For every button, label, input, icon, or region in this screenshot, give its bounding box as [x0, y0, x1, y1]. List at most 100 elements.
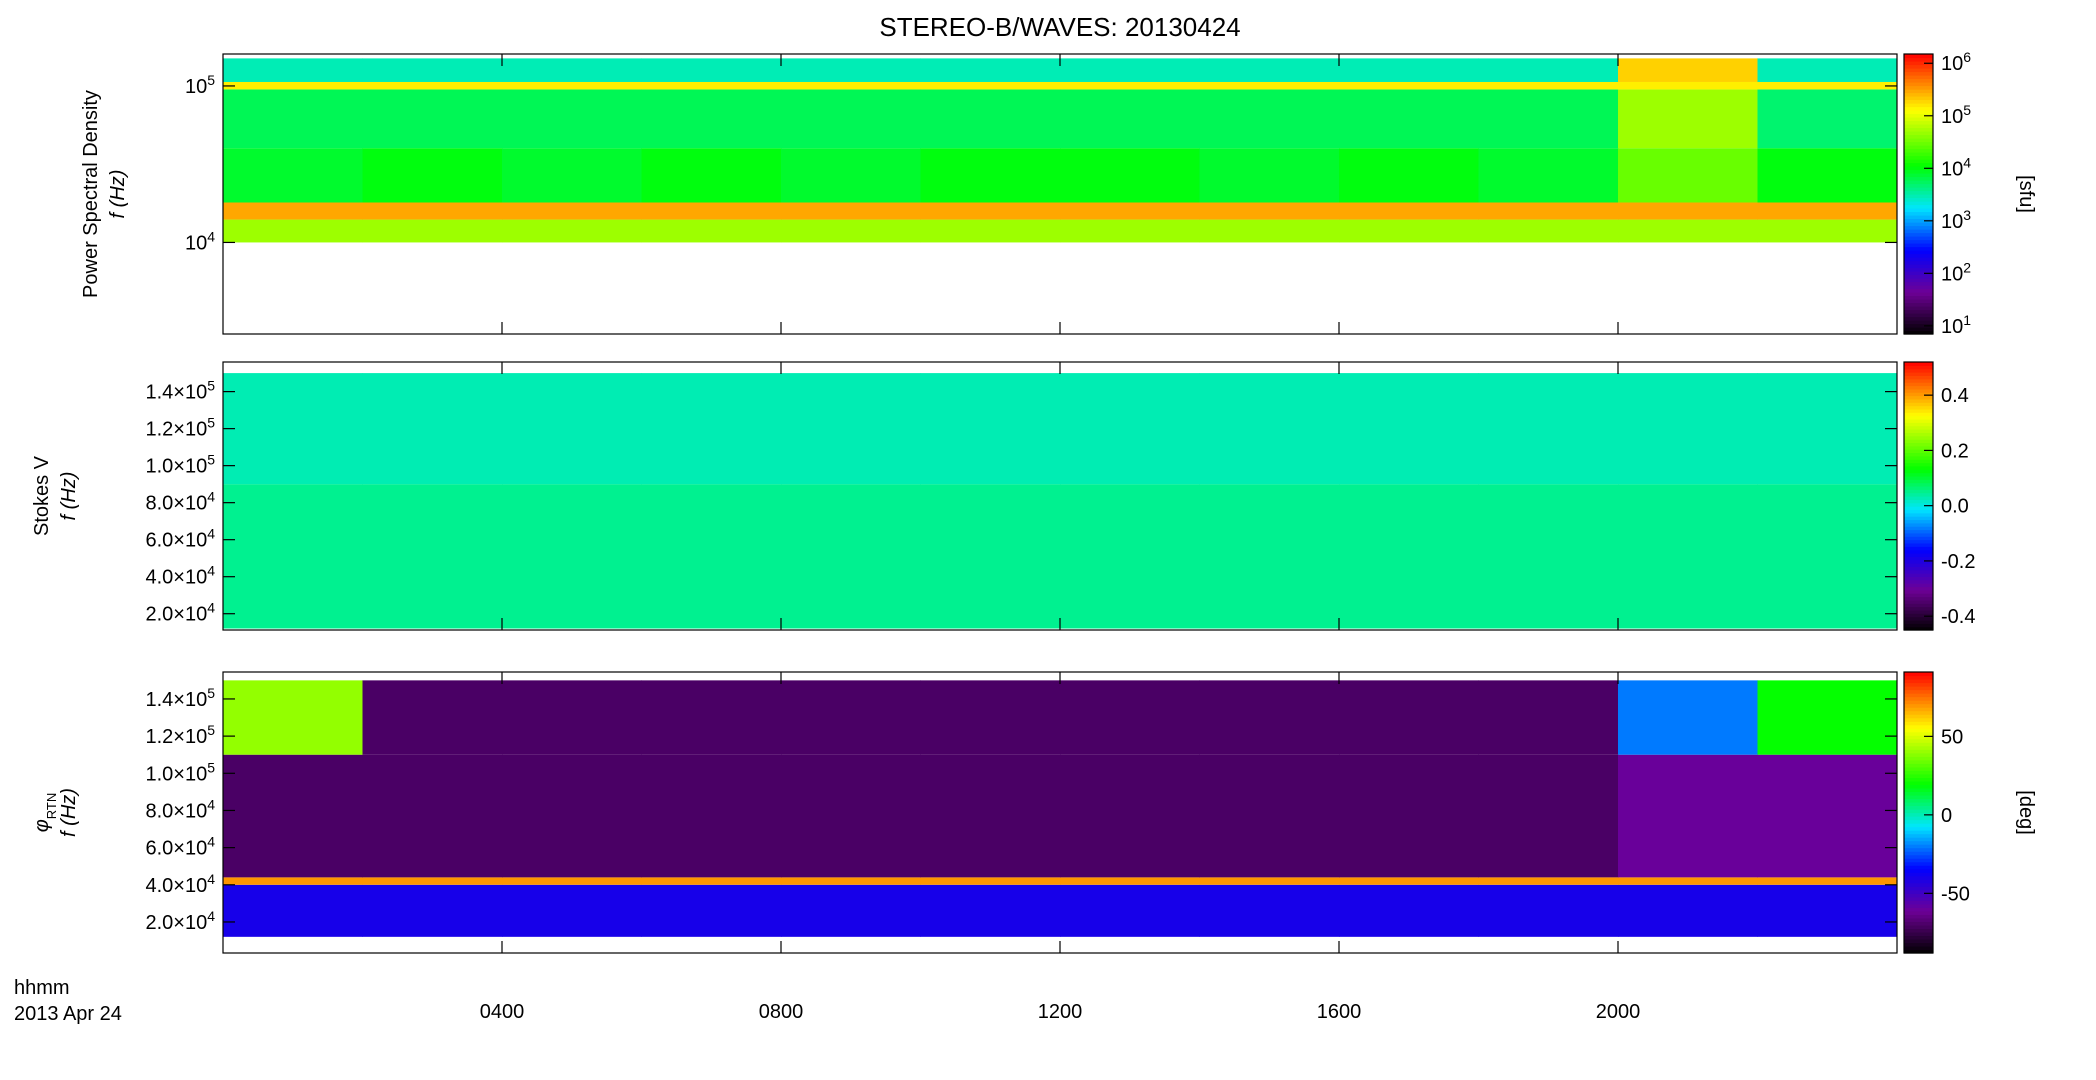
colorbar-tick-label: 101: [1941, 312, 1971, 338]
colorbar-step: [1904, 738, 1933, 743]
colorbar-step: [1904, 271, 1933, 276]
colorbar-step: [1904, 402, 1933, 407]
heat-cell: [641, 148, 782, 203]
heat-cell: [920, 754, 1061, 878]
colorbar-step: [1904, 907, 1933, 912]
colorbar-step: [1904, 54, 1933, 59]
tick-exponent: 4: [207, 871, 215, 887]
heat-cell: [641, 81, 782, 90]
colorbar-step: [1904, 798, 1933, 803]
colorbar-step: [1904, 159, 1933, 164]
colorbar-step: [1904, 75, 1933, 80]
heat-cell: [502, 219, 642, 243]
colorbar-step: [1904, 190, 1933, 195]
colorbar-step: [1904, 368, 1933, 373]
tick-text: 10: [1941, 263, 1963, 285]
colorbar-step: [1904, 882, 1933, 887]
colorbar-tick-label: 102: [1941, 259, 1971, 285]
colorbar-step: [1904, 499, 1933, 504]
heat-cell: [1339, 202, 1479, 220]
colorbar-step: [1904, 382, 1933, 387]
y-tick-label: 1.4×105: [145, 685, 215, 711]
heat-cell: [362, 884, 503, 937]
tick-text: 6.0×10: [145, 530, 207, 552]
heat-cell: [223, 484, 363, 629]
colorbar-step: [1904, 127, 1933, 132]
colorbar-step: [1904, 117, 1933, 122]
colorbar-step: [1904, 375, 1933, 380]
heat-cell: [1478, 884, 1619, 937]
heat-cell: [641, 680, 782, 755]
colorbar-step: [1904, 267, 1933, 272]
y-axis-label: Stokes V: [31, 455, 53, 536]
colorbar-step: [1904, 316, 1933, 321]
colorbar-step: [1904, 455, 1933, 460]
colorbar-step: [1904, 728, 1933, 733]
colorbar-step: [1904, 589, 1933, 594]
colorbar-tick-label: -0.4: [1941, 606, 1975, 628]
colorbar-step: [1904, 509, 1933, 514]
colorbar-step: [1904, 57, 1933, 62]
colorbar-step: [1904, 250, 1933, 255]
colorbar-step: [1904, 742, 1933, 747]
heat-cell: [1060, 89, 1200, 149]
colorbar-step: [1904, 924, 1933, 930]
heat-cell: [1757, 89, 1898, 149]
heat-cell: [1199, 373, 1340, 485]
tick-exponent: 4: [207, 563, 215, 579]
heat-cell: [1478, 148, 1619, 203]
colorbar-step: [1904, 439, 1933, 443]
heat-cell: [781, 877, 921, 885]
heat-cell: [1339, 219, 1479, 243]
x-tick-label: 1600: [1317, 1001, 1362, 1023]
x-tick-label: 1200: [1038, 1001, 1083, 1023]
heat-cell: [1478, 877, 1619, 885]
heat-cell: [1060, 81, 1200, 90]
colorbar-step: [1904, 816, 1933, 821]
colorbar-label: [deg]: [2015, 790, 2037, 834]
colorbar-step: [1904, 285, 1933, 290]
colorbar-step: [1904, 187, 1933, 192]
heat-cell: [223, 877, 363, 885]
y-axis-label: f (Hz): [58, 472, 80, 521]
colorbar-step: [1904, 566, 1933, 571]
colorbar-step: [1904, 465, 1933, 470]
colorbar-step: [1904, 78, 1933, 83]
colorbar-step: [1904, 173, 1933, 178]
colorbar-step: [1904, 875, 1933, 880]
colorbar-step: [1904, 516, 1933, 521]
tick-exponent: 4: [207, 489, 215, 505]
colorbar-step: [1904, 896, 1933, 901]
heat-cell: [1618, 219, 1758, 243]
colorbar-step: [1904, 840, 1933, 845]
colorbar-step: [1904, 928, 1933, 933]
colorbar-step: [1904, 388, 1933, 393]
x-tick-label: 0400: [480, 1001, 525, 1023]
colorbar-step: [1904, 703, 1933, 708]
colorbar-step: [1904, 306, 1933, 311]
colorbar-step: [1904, 900, 1933, 905]
heat-cell: [362, 877, 503, 885]
colorbar-step: [1904, 197, 1933, 202]
heat-cell: [223, 219, 363, 243]
y-tick-label: 1.2×105: [145, 415, 215, 441]
colorbar-step: [1904, 502, 1933, 507]
tick-exponent: 6: [1963, 49, 1971, 65]
colorbar-step: [1904, 546, 1933, 551]
heat-cell: [223, 89, 363, 149]
colorbar-step: [1904, 257, 1933, 262]
colorbar-step: [1904, 323, 1933, 328]
colorbar-step: [1904, 120, 1933, 125]
colorbar-step: [1904, 309, 1933, 314]
tick-text: -0.4: [1941, 606, 1975, 628]
heat-cell: [1199, 81, 1340, 90]
heat-cell: [1757, 148, 1898, 203]
colorbar-tick-label: 104: [1941, 154, 1971, 180]
colorbar-step: [1904, 868, 1933, 873]
heat-cell: [1339, 754, 1479, 878]
heat-cell: [920, 148, 1061, 203]
tick-exponent: 4: [207, 796, 215, 812]
colorbar-step: [1904, 579, 1933, 584]
heat-cell: [1618, 754, 1758, 878]
colorbar-step: [1904, 99, 1933, 104]
